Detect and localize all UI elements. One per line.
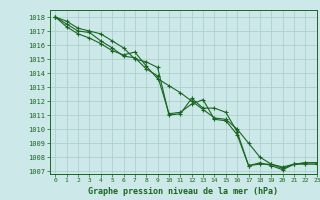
X-axis label: Graphe pression niveau de la mer (hPa): Graphe pression niveau de la mer (hPa) [88,187,278,196]
